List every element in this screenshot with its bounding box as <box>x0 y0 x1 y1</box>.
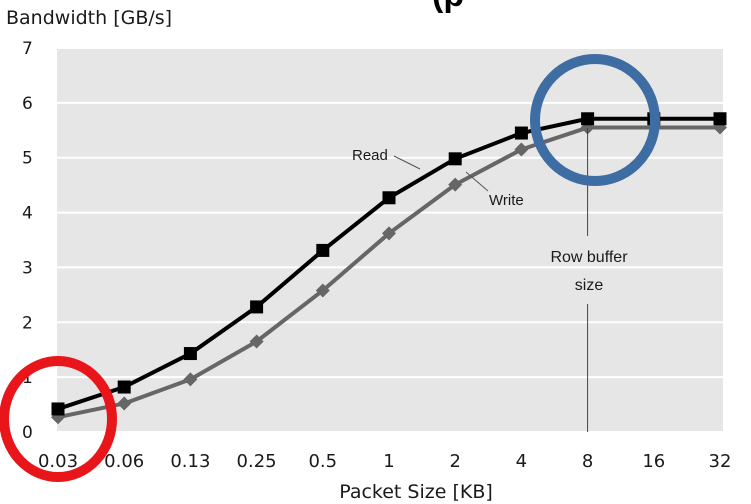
read-leader-line <box>393 155 421 170</box>
grid-lines <box>57 47 723 433</box>
data-point-read <box>713 112 727 126</box>
row-buffer-annotation-line1: Row buffer <box>550 249 628 266</box>
x-tick-label: 4 <box>516 451 527 472</box>
plot-background <box>57 48 723 432</box>
y-tick-label: 2 <box>22 313 33 333</box>
series-label-read: Read <box>352 147 388 164</box>
write-leader-line <box>465 171 489 192</box>
y-tick-labels: 0 1 2 3 4 5 6 7 <box>22 39 33 443</box>
x-tick-label: 2 <box>449 451 460 472</box>
data-point-read <box>51 402 65 416</box>
data-point-write <box>117 396 132 411</box>
y-tick-label: 1 <box>22 368 33 388</box>
x-tick-labels: 0.03 0.06 0.13 0.25 0.5 1 2 4 8 16 32 <box>38 451 731 472</box>
y-tick-label: 4 <box>22 204 33 224</box>
plot-area <box>57 48 723 432</box>
data-point-read <box>581 112 595 126</box>
x-tick-label: 0.25 <box>237 451 277 472</box>
y-tick-label: 5 <box>22 149 33 169</box>
data-point-read <box>250 300 264 314</box>
x-tick-label: 16 <box>642 451 665 472</box>
data-point-read <box>382 191 396 205</box>
data-point-read <box>316 243 330 257</box>
y-axis-label: Bandwidth [GB/s] <box>6 7 172 29</box>
data-point-read <box>448 152 462 166</box>
data-point-write <box>183 372 198 387</box>
data-point-write <box>315 283 330 298</box>
y-tick-label: 7 <box>22 39 33 59</box>
y-tick-label: 3 <box>22 258 33 278</box>
x-tick-label: 8 <box>582 451 593 472</box>
y-tick-label: 6 <box>22 94 33 114</box>
row-buffer-annotation-line2: size <box>575 277 604 294</box>
highlight-circle-red <box>0 356 117 482</box>
data-point-write <box>514 142 529 157</box>
data-point-write <box>448 177 463 192</box>
series-label-write: Write <box>489 192 524 209</box>
data-point-write <box>382 226 396 241</box>
data-point-read <box>514 126 528 140</box>
highlight-circles <box>0 54 660 482</box>
series-layer <box>51 112 727 425</box>
y-tick-label: 0 <box>22 423 33 443</box>
data-point-write <box>249 334 264 349</box>
highlight-circle-blue <box>530 54 660 186</box>
x-tick-label: 0.5 <box>308 451 337 472</box>
x-axis-label: Packet Size [KB] <box>339 481 493 503</box>
x-tick-label: 0.13 <box>170 451 210 472</box>
chart-title-fragment: (p <box>432 0 464 14</box>
data-point-read <box>183 347 197 361</box>
data-point-read <box>117 380 131 394</box>
x-tick-label: 0.03 <box>38 451 78 472</box>
x-tick-label: 0.06 <box>104 451 144 472</box>
x-tick-label: 32 <box>709 451 732 472</box>
x-tick-label: 1 <box>383 451 394 472</box>
